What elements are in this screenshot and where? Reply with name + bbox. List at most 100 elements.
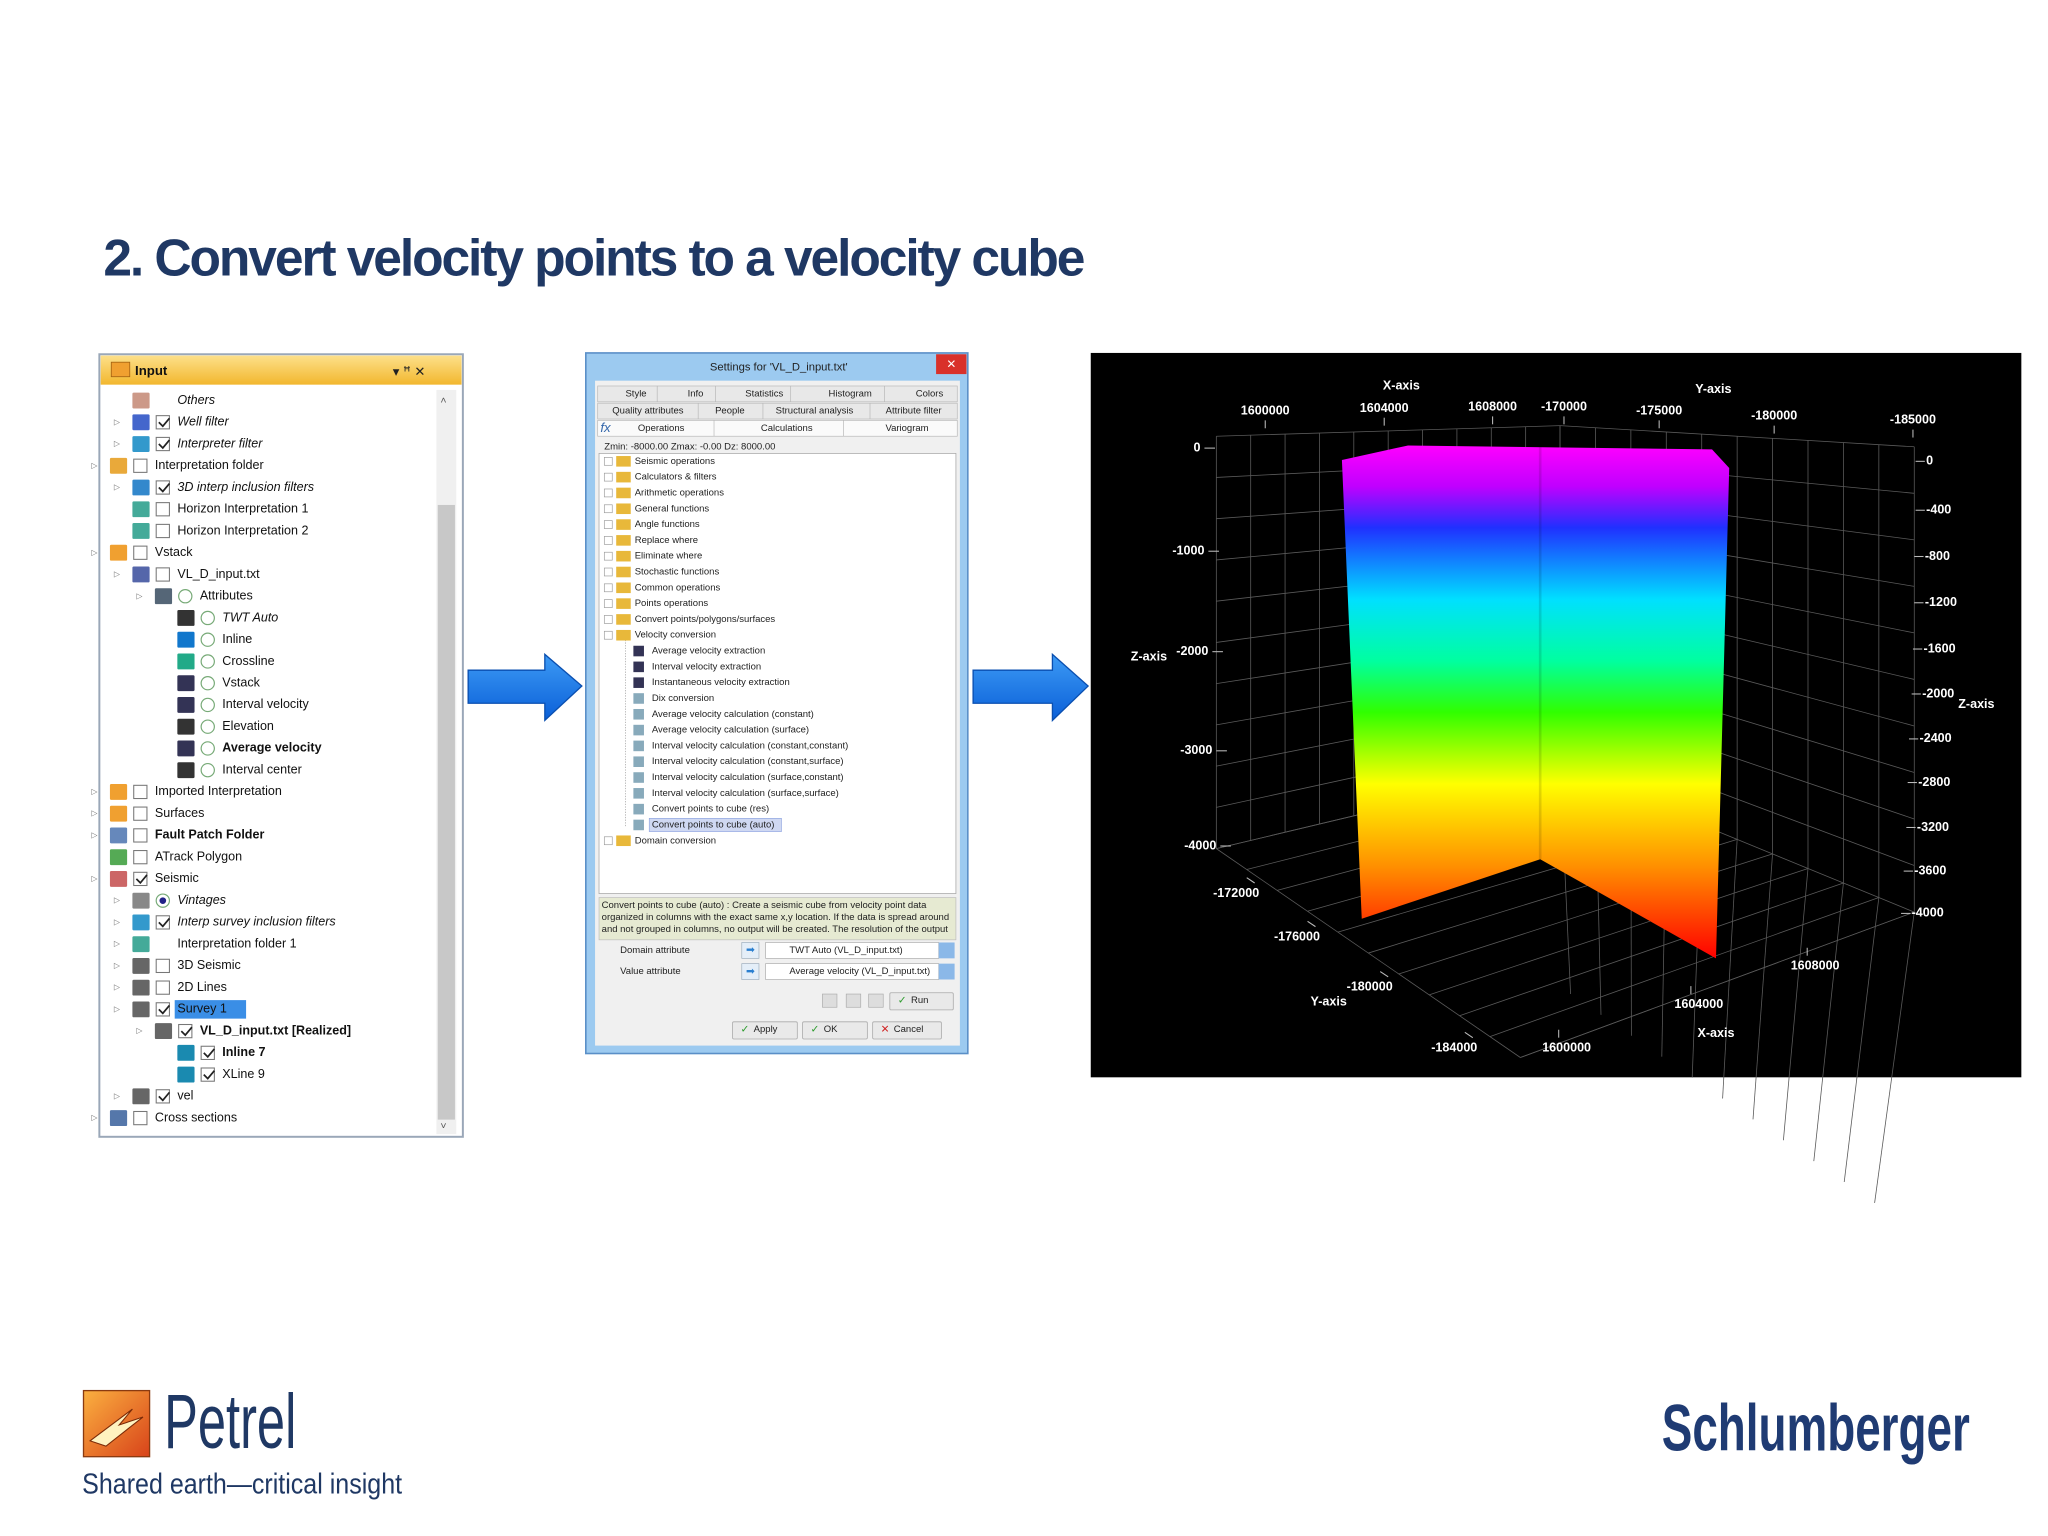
tree-item: Crossline [222,654,274,668]
checkbox [155,980,170,995]
tree-icon [177,718,195,735]
tree-icon [109,805,128,822]
arrow-button [741,942,760,959]
expander: ▷ [91,831,98,840]
tree-item: VL_D_input.txt [177,567,260,581]
expander [603,520,613,529]
help-button [938,963,955,980]
checkbox [155,915,170,930]
checkbox [155,436,170,452]
tick-label: 0 [1926,454,1933,468]
operation: Angle functions [635,519,700,530]
tick-label: -2400 [1920,731,1952,745]
tick-label: -1600 [1924,641,1956,655]
button-label: Apply [754,1024,778,1035]
tree-icon [132,479,150,496]
expander [603,504,613,514]
expander: ▷ [114,939,121,948]
tree-item: Horizon Interpretation 2 [177,523,308,537]
radio [200,719,215,734]
checkbox [155,1002,170,1017]
tree-item: Interpretation folder 1 [177,936,296,950]
tree-item: XLine 9 [222,1067,265,1081]
tick-label: -4000 [1184,838,1216,852]
tick-label: -185000 [1890,413,1936,427]
tab: Operations [638,423,685,434]
tree-item: Interp survey inclusion filters [177,915,336,929]
expander: ▷ [114,570,121,579]
expander: ▷ [114,1004,121,1013]
tick-label: -400 [1926,503,1951,517]
tree-icon [132,566,150,583]
checkbox [200,1045,215,1060]
op-icon [633,661,644,673]
operation: Points operations [635,598,709,609]
button [889,992,954,1011]
field-value: TWT Auto (VL_D_input.txt) [789,945,902,956]
op-icon [633,677,644,688]
tagline: Shared earth—critical insight [82,1468,402,1500]
operation: Velocity conversion [635,630,716,641]
expander: ▷ [136,591,143,600]
check-mark [158,482,171,493]
checkbox [133,458,148,473]
tree-icon [109,457,128,474]
tool-icon [822,993,838,1008]
tick-label: -3000 [1180,743,1212,757]
tree-item: TWT Auto [222,610,278,624]
tick-label: -180000 [1347,980,1393,994]
expander [603,630,613,640]
op-icon [633,724,644,736]
button [732,1021,798,1040]
petrel-logo [82,1389,151,1458]
expander: ▷ [114,1091,121,1100]
expander: ▷ [91,874,98,883]
tool-icon [845,993,862,1008]
tree-icon [154,1023,173,1040]
axis-label: Z-axis [1131,649,1167,663]
checkbox [133,806,148,821]
check-mark [203,1048,216,1059]
tree-icon [109,544,128,561]
radio [200,762,215,778]
folder-icon [616,629,631,641]
folder-icon [616,471,631,483]
axis-label: X-axis [1383,378,1420,392]
expander: ▷ [91,787,98,796]
operation: Interval velocity calculation (constant,… [652,756,844,767]
operation: Replace where [635,535,698,546]
tick-label: 1600000 [1542,1041,1591,1055]
checkbox [133,784,148,800]
radio [200,675,215,691]
folder-icon [616,835,631,847]
tree-icon [177,610,195,626]
expander [603,599,613,608]
tree-icon [177,631,195,648]
expander [603,583,613,593]
tick-label: -800 [1925,549,1950,563]
tick-label: -2000 [1922,686,1954,700]
button-label: OK [824,1024,838,1035]
axis-label: Y-axis [1311,994,1347,1008]
tree-item: Interpreter filter [177,436,263,450]
tree-item: Vintages [177,893,226,907]
button-label: Cancel [894,1024,924,1035]
expander: ▷ [91,548,98,557]
expander: ▷ [114,917,121,926]
grid-line [1783,868,1809,1141]
tab: Structural analysis [776,406,854,417]
expander [603,536,613,545]
folder-icon [616,582,631,594]
check-mark [135,874,148,885]
checkbox [133,545,148,560]
tree-item: Average velocity [222,741,321,755]
tab: Colors [916,388,944,399]
checkbox [133,828,148,843]
tree-item: Fault Patch Folder [155,828,265,842]
tree-item: Vstack [222,676,260,690]
tree-icon [132,957,150,974]
check-mark [158,1004,171,1015]
button-icon: ✓ [740,1024,749,1036]
tree-icon [132,501,150,518]
radio-dot [159,897,167,904]
